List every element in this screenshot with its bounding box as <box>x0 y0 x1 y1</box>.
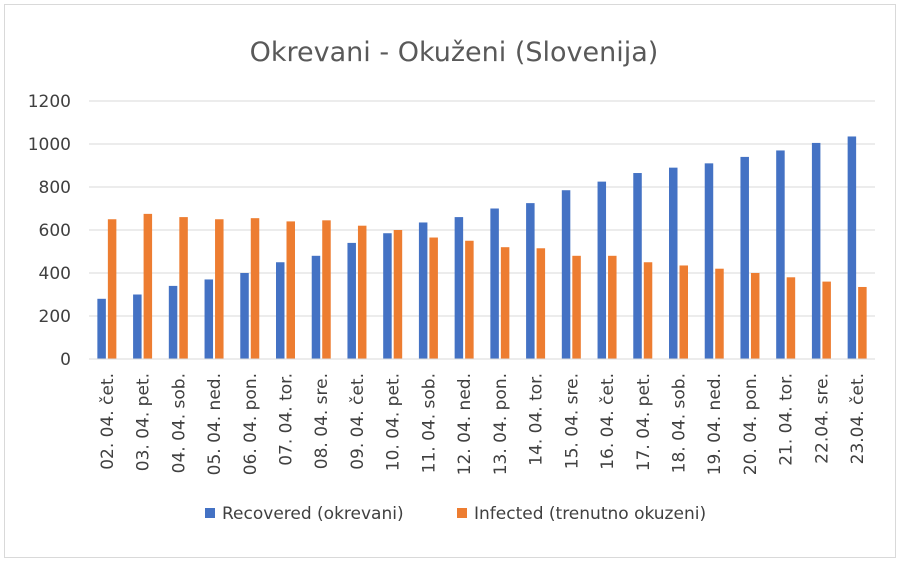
bar-recovered <box>133 294 142 359</box>
x-tick-label: 21. 04. tor. <box>777 373 797 466</box>
x-tick-label: 15. 04. sre. <box>562 373 582 469</box>
y-tick-label: 1000 <box>28 135 71 155</box>
chart: Okrevani - Okuženi (Slovenija) 0 200 400 60… <box>28 37 875 524</box>
bar-recovered <box>240 273 249 359</box>
bar-recovered <box>776 150 785 359</box>
bar-recovered <box>633 173 642 359</box>
y-axis-tick-labels: 0 200 400 600 800 1000 1200 <box>28 92 71 370</box>
bar-infected <box>822 281 831 359</box>
bar-infected <box>715 268 724 359</box>
y-tick-label: 400 <box>39 264 71 284</box>
bar-recovered <box>276 262 285 359</box>
bar-recovered <box>526 203 535 359</box>
y-tick-label: 200 <box>39 307 71 327</box>
x-tick-label: 09. 04. čet. <box>348 373 368 470</box>
bar-infected <box>643 262 653 359</box>
bar-infected <box>858 286 867 359</box>
chart-title: Okrevani - Okuženi (Slovenija) <box>250 37 659 68</box>
bar-infected <box>750 273 760 359</box>
legend-swatch <box>205 508 215 518</box>
bar-infected <box>250 218 260 359</box>
x-tick-label: 20. 04. pon. <box>741 373 761 475</box>
bar-infected <box>608 255 617 359</box>
x-tick-label: 03. 04. pet. <box>134 373 154 471</box>
x-tick-label: 07. 04. tor. <box>277 373 297 466</box>
x-tick-label: 16. 04. čet. <box>598 373 618 470</box>
bar-recovered <box>168 285 178 359</box>
bar-recovered <box>204 279 214 359</box>
x-tick-label: 22.04. sre. <box>812 373 832 464</box>
y-tick-label: 1200 <box>28 92 71 112</box>
y-tick-label: 800 <box>39 178 71 198</box>
x-tick-label: 04. 04. sob. <box>169 373 189 473</box>
x-tick-label: 12. 04. ned. <box>455 373 475 475</box>
bar-infected <box>536 248 546 359</box>
bar-recovered <box>418 222 428 359</box>
chart-frame: Okrevani - Okuženi (Slovenija) 0 200 400 60… <box>4 4 896 558</box>
x-tick-label: 06. 04. pon. <box>241 373 261 475</box>
x-tick-label: 18. 04. sob. <box>670 373 690 473</box>
x-tick-label: 11. 04. sob. <box>419 373 439 473</box>
x-tick-label: 08. 04. sre. <box>312 373 332 469</box>
bar-infected <box>143 213 153 359</box>
bar-infected <box>393 230 403 359</box>
legend-swatch <box>457 508 467 518</box>
bar-infected <box>215 219 224 359</box>
bar-recovered <box>311 255 321 359</box>
x-axis-tick-labels: 02. 04. čet. 03. 04. pet. 04. 04. sob. 05. … <box>98 373 868 475</box>
bar-recovered <box>97 298 106 359</box>
bar-recovered <box>847 136 857 359</box>
bar-recovered <box>454 217 464 359</box>
bar-infected <box>107 219 117 359</box>
bar-infected <box>786 277 796 359</box>
bar-infected <box>429 237 438 359</box>
x-tick-label: 02. 04. čet. <box>98 373 118 470</box>
bar-recovered <box>597 181 607 359</box>
y-tick-label: 0 <box>60 350 71 370</box>
bar-infected <box>500 247 510 359</box>
bar-recovered <box>740 156 749 359</box>
x-tick-label: 17. 04. pet. <box>634 373 654 471</box>
bar-recovered <box>669 167 678 359</box>
x-tick-label: 05. 04. ned. <box>205 373 225 475</box>
x-tick-label: 23.04. čet. <box>848 373 868 464</box>
bar-infected <box>286 221 295 359</box>
legend-label: Infected (trenutno okuzeni) <box>474 504 706 524</box>
bars <box>97 136 867 359</box>
x-tick-label: 10. 04. pet. <box>384 373 404 471</box>
bar-recovered <box>347 242 356 359</box>
bar-recovered <box>383 233 392 359</box>
bar-recovered <box>704 163 714 359</box>
bar-infected <box>465 240 474 359</box>
y-tick-label: 600 <box>39 221 71 241</box>
bar-infected <box>322 220 331 359</box>
x-tick-label: 19. 04. ned. <box>705 373 725 475</box>
bar-infected <box>572 255 581 359</box>
bar-infected <box>679 265 688 359</box>
bar-recovered <box>490 208 499 359</box>
legend: Recovered (okrevani) Infected (trenutno o… <box>205 504 706 524</box>
x-tick-label: 13. 04. pon. <box>491 373 511 475</box>
bar-recovered <box>811 142 821 359</box>
bar-infected <box>179 217 188 359</box>
x-tick-label: 14. 04. tor. <box>527 373 547 466</box>
bar-infected <box>357 225 367 359</box>
legend-label: Recovered (okrevani) <box>222 504 404 524</box>
bar-recovered <box>561 190 571 359</box>
